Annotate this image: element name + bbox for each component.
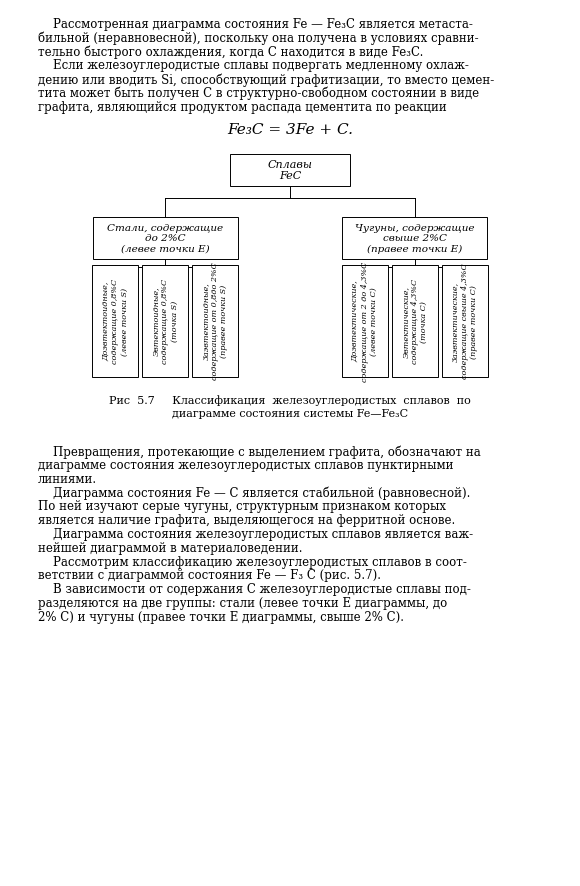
Text: 2% С) и чугуны (правее точки E диаграммы, свыше 2% С).: 2% С) и чугуны (правее точки E диаграммы… [38,610,404,623]
Text: Рис  5.7     Классификация  железоуглеродистых  сплавов  по: Рис 5.7 Классификация железоуглеродистых… [109,395,471,406]
Text: В зависимости от содержания С железоуглеродистые сплавы под-: В зависимости от содержания С железоугле… [38,582,471,595]
FancyBboxPatch shape [392,265,438,377]
Text: нейшей диаграммой в материаловедении.: нейшей диаграммой в материаловедении. [38,541,303,554]
FancyBboxPatch shape [230,154,350,186]
Text: дению или вводить Si, способствующий графитизации, то вместо цемен-: дению или вводить Si, способствующий гра… [38,74,494,87]
Text: тита может быть получен С в структурно-свободном состоянии в виде: тита может быть получен С в структурно-с… [38,87,479,100]
Text: Диаграмма состояния железоуглеродистых сплавов является важ-: Диаграмма состояния железоуглеродистых с… [38,527,473,540]
Text: Рассмотрим классификацию железоуглеродистых сплавов в соот-: Рассмотрим классификацию железоуглеродис… [38,555,467,568]
Text: Рассмотренная диаграмма состояния Fe — Fe₃C является метаста-: Рассмотренная диаграмма состояния Fe — F… [38,18,473,31]
FancyBboxPatch shape [93,217,238,260]
FancyBboxPatch shape [142,265,188,377]
Text: диаграмме состояния железоуглеродистых сплавов пунктирными: диаграмме состояния железоуглеродистых с… [38,458,454,471]
FancyBboxPatch shape [342,217,487,260]
Text: Превращения, протекающие с выделением графита, обозначают на: Превращения, протекающие с выделением гр… [38,445,481,458]
Text: является наличие графита, выделяющегося на ферритной основе.: является наличие графита, выделяющегося … [38,514,455,526]
Text: Fe₃C = 3Fe + C.: Fe₃C = 3Fe + C. [227,122,353,136]
Text: Диаграмма состояния Fe — С является стабильной (равновесной).: Диаграмма состояния Fe — С является стаб… [38,486,470,500]
Text: По ней изучают серые чугуны, структурным признаком которых: По ней изучают серые чугуны, структурным… [38,500,446,513]
Text: линиями.: линиями. [38,472,97,486]
FancyBboxPatch shape [193,265,238,377]
Text: Эвтектические,
содержащие 4,3%С
(точка C): Эвтектические, содержащие 4,3%С (точка C… [401,279,428,364]
Text: Доэвтектоидные,
содержащие 0,8%С
(левее точки S): Доэвтектоидные, содержащие 0,8%С (левее … [102,279,129,364]
Text: диаграмме состояния системы Fe—Fe₃C: диаграмме состояния системы Fe—Fe₃C [172,409,408,419]
Text: разделяются на две группы: стали (левее точки E диаграммы, до: разделяются на две группы: стали (левее … [38,596,447,610]
Text: Заэвтектоидные,
содержащие от 0,8до 2%С
(правее точки S): Заэвтектоидные, содержащие от 0,8до 2%С … [202,262,229,380]
Text: Заэвтектические,
содержащие свыше 4,3%С
(правее точки C): Заэвтектические, содержащие свыше 4,3%С … [451,263,478,379]
Text: ветствии с диаграммой состояния Fe — F₃ C (рис. 5.7).: ветствии с диаграммой состояния Fe — F₃ … [38,569,381,582]
FancyBboxPatch shape [342,265,387,377]
Text: Доэвтектические,
содержащие от 2 до 4,3%С
(левее точки C): Доэвтектические, содержащие от 2 до 4,3%… [351,261,378,381]
FancyBboxPatch shape [92,265,138,377]
Text: Чугуны, содержащие
свыше 2%С
(правее точки E): Чугуны, содержащие свыше 2%С (правее точ… [355,223,474,253]
Text: Если железоуглеродистые сплавы подвергать медленному охлаж-: Если железоуглеродистые сплавы подвергат… [38,59,469,73]
Text: тельно быстрого охлаждения, когда С находится в виде Fe₃C.: тельно быстрого охлаждения, когда С нахо… [38,45,423,59]
Text: Эвтектоидные,
содержащие 0,8%С
(точка S): Эвтектоидные, содержащие 0,8%С (точка S) [152,279,179,364]
FancyBboxPatch shape [442,265,488,377]
Text: графита, являющийся продуктом распада цементита по реакции: графита, являющийся продуктом распада це… [38,101,447,113]
Text: Сплавы
FeC: Сплавы FeC [267,159,313,182]
Text: бильной (неравновесной), поскольку она получена в условиях сравни-: бильной (неравновесной), поскольку она п… [38,32,478,45]
Text: Стали, содержащие
до 2%С
(левее точки E): Стали, содержащие до 2%С (левее точки E) [107,223,223,253]
